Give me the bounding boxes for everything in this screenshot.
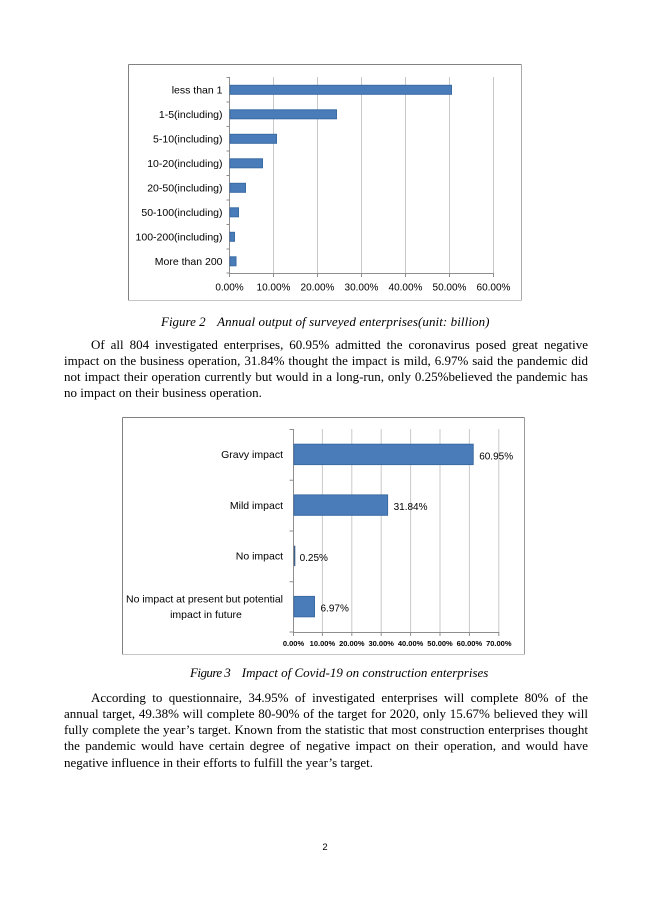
svg-text:30.00%: 30.00% bbox=[368, 639, 394, 648]
svg-text:60.95%: 60.95% bbox=[479, 451, 513, 462]
svg-text:No impact: No impact bbox=[236, 551, 283, 563]
svg-text:1-5(including): 1-5(including) bbox=[159, 109, 223, 121]
svg-text:0.00%: 0.00% bbox=[283, 639, 305, 648]
svg-text:40.00%: 40.00% bbox=[389, 283, 423, 294]
svg-text:31.84%: 31.84% bbox=[394, 502, 428, 513]
svg-text:20.00%: 20.00% bbox=[301, 283, 335, 294]
svg-text:60.00%: 60.00% bbox=[477, 283, 511, 294]
svg-text:50.00%: 50.00% bbox=[427, 639, 453, 648]
svg-text:Gravy impact: Gravy impact bbox=[221, 449, 283, 461]
svg-text:10.00%: 10.00% bbox=[257, 283, 291, 294]
svg-text:50.00%: 50.00% bbox=[433, 283, 467, 294]
svg-text:0.25%: 0.25% bbox=[300, 553, 328, 564]
svg-text:More than 200: More than 200 bbox=[155, 256, 223, 268]
svg-text:40.00%: 40.00% bbox=[398, 639, 424, 648]
svg-text:0.00%: 0.00% bbox=[215, 283, 243, 294]
svg-text:6.97%: 6.97% bbox=[321, 604, 349, 615]
svg-text:20.00%: 20.00% bbox=[339, 639, 365, 648]
svg-text:20-50(including): 20-50(including) bbox=[147, 182, 222, 194]
svg-text:less than 1: less than 1 bbox=[172, 84, 223, 96]
svg-text:impact in future: impact in future bbox=[170, 609, 242, 621]
svg-text:50-100(including): 50-100(including) bbox=[141, 207, 222, 219]
svg-text:100-200(including): 100-200(including) bbox=[136, 231, 223, 243]
svg-text:10-20(including): 10-20(including) bbox=[147, 158, 222, 170]
svg-text:5-10(including): 5-10(including) bbox=[153, 133, 222, 145]
svg-text:No impact at present but poten: No impact at present but potential bbox=[126, 594, 283, 606]
svg-text:30.00%: 30.00% bbox=[345, 283, 379, 294]
svg-text:60.00%: 60.00% bbox=[457, 639, 483, 648]
svg-text:Mild impact: Mild impact bbox=[230, 500, 283, 512]
svg-text:70.00%: 70.00% bbox=[486, 639, 512, 648]
svg-text:10.00%: 10.00% bbox=[310, 639, 336, 648]
